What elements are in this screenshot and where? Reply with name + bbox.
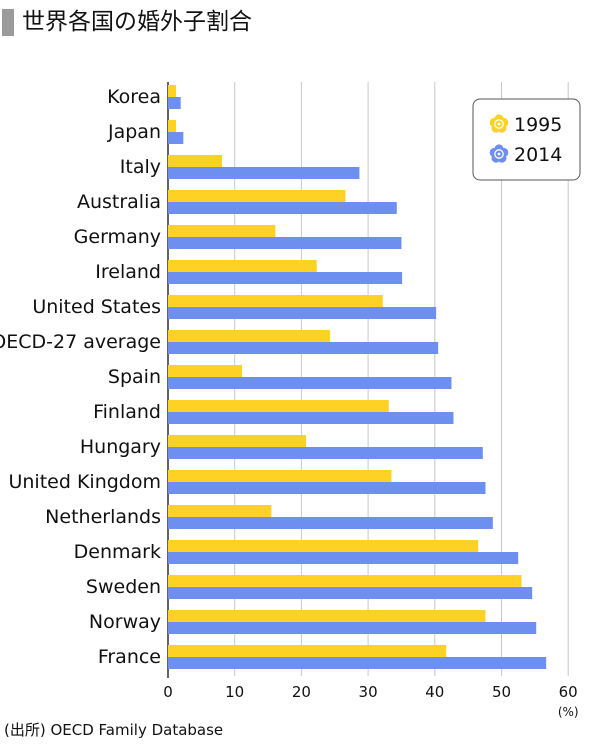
category-label: Spain (108, 366, 161, 388)
category-label: Germany (74, 226, 161, 248)
bar-1995-sweden (168, 575, 522, 587)
bar-2014-netherlands (168, 517, 493, 529)
legend-box (472, 98, 581, 181)
bar-1995-oecd-27-average (168, 330, 331, 342)
bar-2014-ireland (168, 272, 403, 284)
category-label: Japan (107, 121, 161, 143)
category-label: Ireland (95, 261, 161, 283)
bar-1995-japan (168, 120, 177, 132)
category-label: United States (32, 296, 161, 318)
bar-1995-italy (168, 155, 223, 167)
bar-1995-united-kingdom (168, 470, 392, 482)
bar-1995-ireland (168, 260, 317, 272)
tick-label: 0 (163, 683, 173, 701)
bar-2014-spain (168, 377, 452, 389)
category-label: France (98, 646, 161, 668)
bar-2014-united-states (168, 307, 437, 319)
bar-2014-korea (168, 97, 181, 109)
chart-title: 世界各国の婚外子割合 (22, 9, 252, 35)
category-label: Netherlands (45, 506, 161, 528)
tick-label: 20 (292, 683, 311, 701)
bar-2014-oecd-27-average (168, 342, 439, 354)
category-labels: Korea Japan Italy Australia Germany Ireland Un… (0, 86, 161, 668)
category-label: Italy (120, 156, 161, 178)
legend: 1995 2014 (472, 98, 581, 181)
category-label: Denmark (74, 541, 161, 563)
legend-label-1995: 1995 (514, 114, 562, 136)
category-label: Korea (107, 86, 161, 108)
bar-1995-hungary (168, 435, 307, 447)
bar-2014-france (168, 657, 547, 669)
tick-label: 40 (425, 683, 444, 701)
bar-2014-germany (168, 237, 402, 249)
bar-2014-united-kingdom (168, 482, 486, 494)
bar-2014-hungary (168, 447, 483, 459)
bar-2014-sweden (168, 587, 533, 599)
tick-label: 60 (559, 683, 578, 701)
bar-2014-norway (168, 622, 537, 634)
bar-1995-norway (168, 610, 486, 622)
bar-2014-denmark (168, 552, 519, 564)
category-label: Sweden (86, 576, 161, 598)
bar-1995-netherlands (168, 505, 272, 517)
bar-1995-united-states (168, 295, 383, 307)
bars (168, 85, 547, 669)
bar-1995-denmark (168, 540, 479, 552)
category-label: Hungary (80, 436, 161, 458)
bar-2014-australia (168, 202, 397, 214)
tick-label: 30 (359, 683, 378, 701)
category-label: United Kingdom (8, 471, 161, 493)
title-accent-bar (2, 9, 14, 36)
bar-1995-finland (168, 400, 389, 412)
bar-1995-france (168, 645, 447, 657)
flower-icon (489, 144, 509, 163)
flower-icon (489, 114, 509, 133)
bar-1995-australia (168, 190, 346, 202)
bar-2014-japan (168, 132, 184, 144)
bar-1995-spain (168, 365, 243, 377)
bar-1995-germany (168, 225, 276, 237)
category-label: OECD-27 average (0, 331, 161, 353)
x-unit-label: (%) (558, 705, 579, 719)
x-axis: 0 10 20 30 40 50 60 (%) (163, 683, 578, 719)
tick-label: 50 (492, 683, 511, 701)
category-label: Australia (77, 191, 161, 213)
legend-label-2014: 2014 (514, 144, 562, 166)
bar-1995-korea (168, 85, 177, 97)
bar-2014-italy (168, 167, 360, 179)
bar-2014-finland (168, 412, 454, 424)
category-label: Finland (93, 401, 161, 423)
source-note: (出所) OECD Family Database (4, 721, 224, 739)
category-label: Norway (89, 611, 161, 633)
tick-label: 10 (225, 683, 244, 701)
